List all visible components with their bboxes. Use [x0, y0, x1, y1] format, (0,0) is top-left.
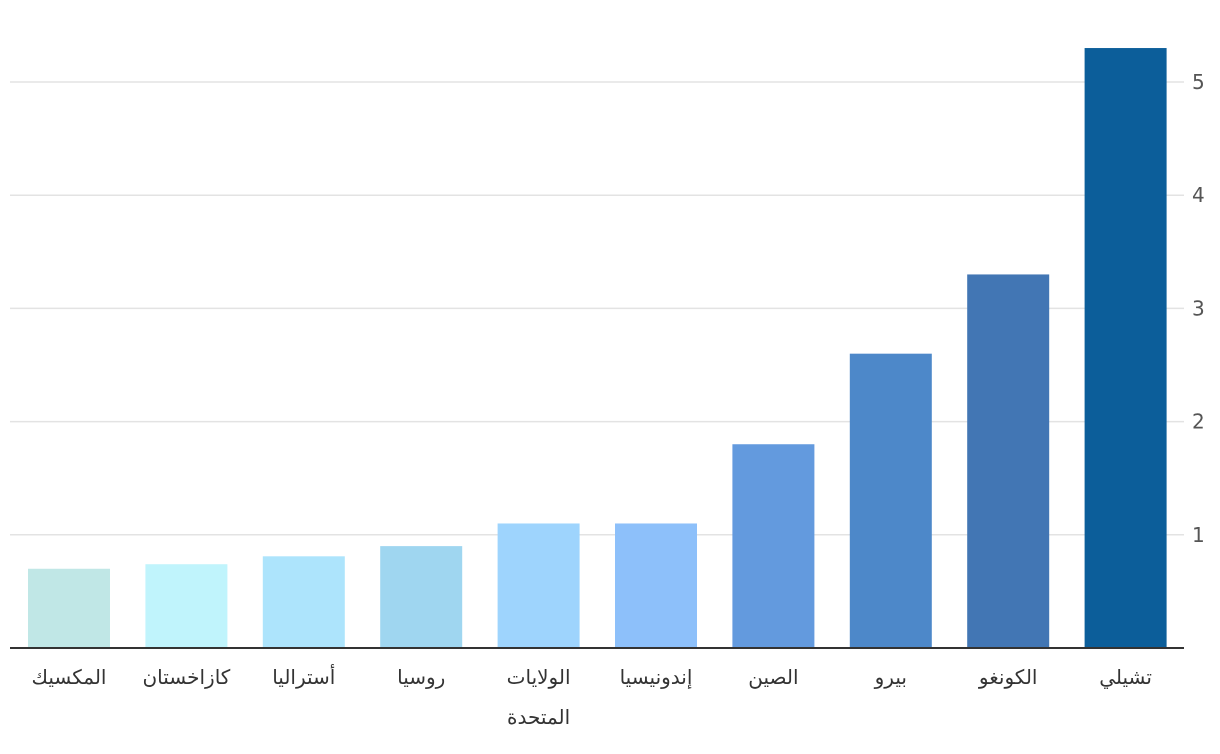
- bar: [145, 564, 228, 648]
- x-category-label: بيرو: [874, 665, 907, 689]
- x-category-label: أستراليا: [272, 664, 335, 689]
- y-axis-tick-labels: 1 2 3 4 5: [1192, 70, 1205, 547]
- bar: [967, 274, 1050, 648]
- bar: [849, 353, 932, 648]
- bar: [28, 568, 110, 648]
- y-tick-label: 1: [1192, 523, 1205, 547]
- x-category-label: الولايات: [507, 665, 571, 689]
- x-category-label: تشيلي: [1099, 665, 1152, 690]
- y-tick-label: 5: [1192, 70, 1205, 94]
- bar: [380, 546, 463, 648]
- x-category-label: المتحدة: [507, 705, 570, 729]
- y-tick-label: 4: [1192, 183, 1205, 207]
- bar: [262, 556, 345, 648]
- bars: [28, 48, 1167, 649]
- x-category-label: إندونيسيا: [620, 665, 693, 690]
- x-axis-category-labels: المكسيك كازاخستان أستراليا روسيا الولايات الم…: [32, 664, 1152, 729]
- x-category-label: الصين: [748, 665, 798, 689]
- bar: [615, 523, 697, 648]
- bar: [732, 444, 815, 648]
- bar: [497, 523, 580, 648]
- x-category-label: المكسيك: [32, 665, 107, 689]
- x-category-label: الكونغو: [978, 665, 1038, 689]
- y-tick-label: 3: [1192, 296, 1205, 320]
- bar: [1084, 48, 1167, 649]
- x-category-label: روسيا: [397, 665, 445, 689]
- x-category-label: كازاخستان: [142, 665, 230, 689]
- y-tick-label: 2: [1192, 410, 1205, 434]
